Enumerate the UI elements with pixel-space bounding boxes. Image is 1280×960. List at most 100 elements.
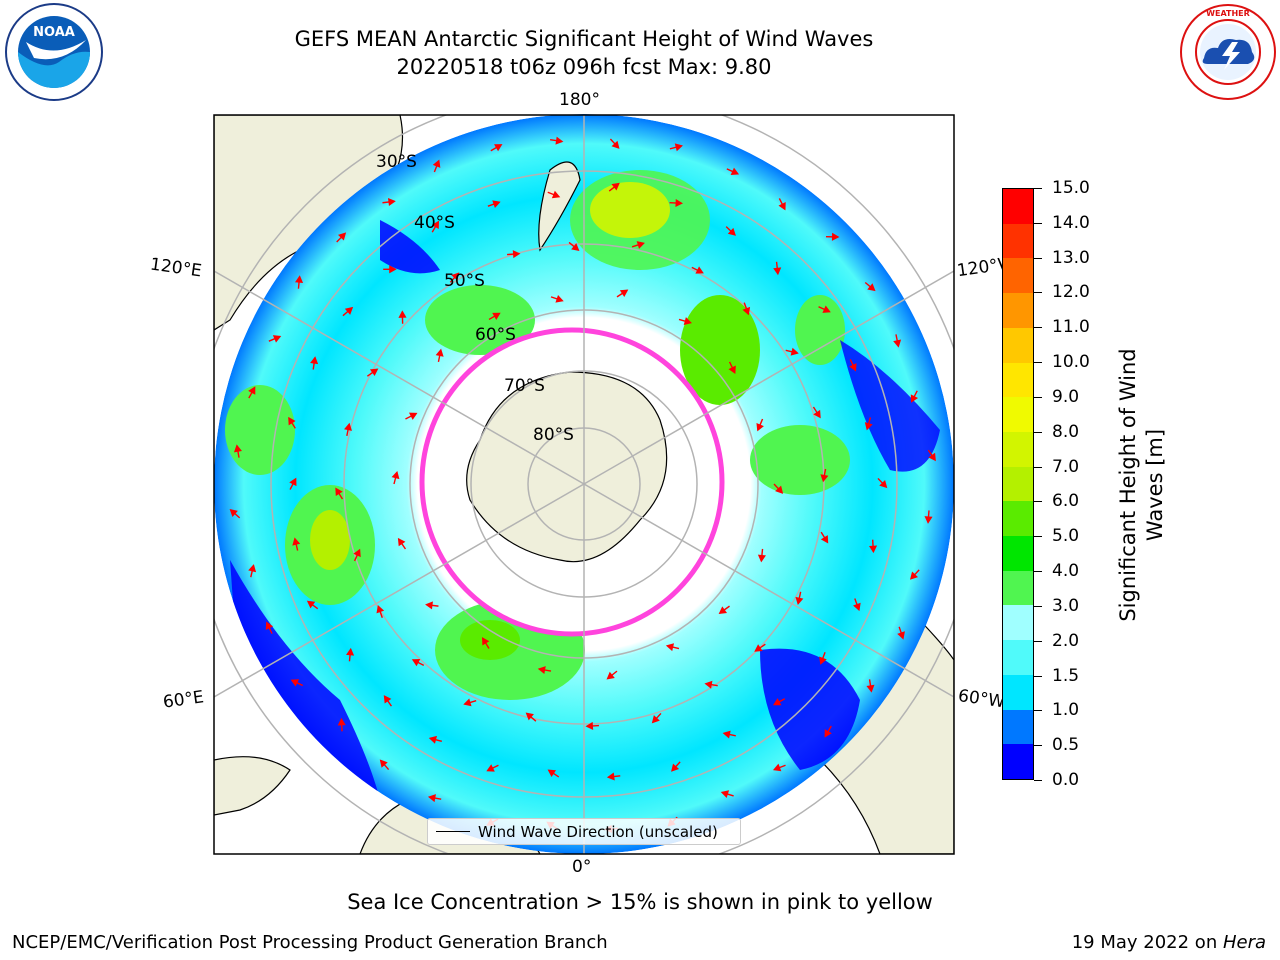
wave-direction-arrowhead — [463, 698, 472, 707]
colorbar-tick — [1034, 396, 1042, 398]
wave-direction-arrowhead — [778, 201, 786, 211]
colorbar-segment — [1003, 223, 1033, 259]
wave-direction-arrowhead — [525, 712, 534, 721]
footer-date-text: 19 May 2022 on — [1071, 932, 1223, 953]
wave-direction-arrowhead — [408, 412, 418, 420]
colorbar-tick — [1034, 501, 1042, 503]
colorbar-segment — [1003, 501, 1033, 537]
colorbar-segment — [1003, 605, 1033, 641]
wave-direction-arrowhead — [435, 348, 444, 357]
wave-direction-arrowhead — [492, 312, 501, 320]
wave-direction-arrowhead — [229, 508, 238, 517]
colorbar-tick-label: 15.0 — [1052, 178, 1090, 198]
wave-direction-arrowhead — [671, 763, 680, 772]
lon-label-bottom: 0° — [572, 857, 592, 877]
colorbar-tick — [1034, 675, 1042, 677]
wave-direction-arrowhead — [310, 356, 319, 365]
colorbar-tick — [1034, 431, 1042, 433]
wave-direction-arrowhead — [730, 167, 740, 176]
wave-direction-arrowhead — [411, 658, 421, 667]
wave-direction-arrowhead — [727, 227, 736, 236]
wave-direction-arrowhead — [868, 545, 878, 554]
wave-direction-arrowhead — [820, 535, 829, 544]
wave-direction-arrowhead — [338, 232, 347, 241]
wave-direction-arrowhead — [292, 537, 301, 546]
legend-label: Wind Wave Direction (unscaled) — [478, 822, 718, 841]
colorbar-segment — [1003, 189, 1033, 224]
wave-direction-arrowhead — [775, 485, 784, 494]
wave-direction-arrowhead — [754, 644, 763, 652]
wave-direction-arrowhead — [376, 605, 385, 614]
wave-direction-arrowhead — [665, 643, 675, 652]
wave-direction-arrowhead — [451, 272, 460, 281]
colorbar-tick — [1034, 257, 1042, 259]
colorbar-tick-label: 4.0 — [1052, 561, 1080, 582]
wave-direction-arrowhead — [611, 140, 620, 149]
wave-direction-arrowhead — [288, 416, 296, 426]
lat-label-80s: 80°S — [533, 425, 574, 445]
wave-direction-arrowhead — [819, 656, 827, 665]
colorbar-tick — [1034, 780, 1042, 781]
colorbar-segment — [1003, 536, 1033, 571]
colorbar-tick — [1034, 466, 1042, 468]
wave-direction-arrowhead — [675, 198, 684, 208]
wave-direction-arrowhead — [432, 159, 441, 168]
wave-direction-arrowhead — [233, 444, 242, 453]
lat-label-50s: 50°S — [444, 271, 485, 291]
colorbar-tick — [1034, 536, 1042, 538]
wave-direction-arrowhead — [391, 470, 400, 480]
colorbar-tick — [1034, 745, 1042, 747]
wave-direction-arrowhead — [547, 769, 557, 777]
wave-direction-arrowhead — [864, 422, 873, 431]
noaa-logo-text: NOAA — [33, 25, 75, 40]
wave-direction-arrowhead — [585, 721, 594, 730]
colorbar-segment — [1003, 362, 1033, 398]
wave-direction-arrowhead — [718, 606, 728, 614]
colorbar-segment — [1003, 466, 1033, 502]
colorbar-tick-label: 6.0 — [1052, 491, 1080, 512]
wave-direction-arrowhead — [636, 241, 645, 249]
colorbar-tick — [1034, 222, 1042, 224]
lat-label-60s: 60°S — [475, 325, 516, 345]
wave-direction-arrowhead — [795, 596, 804, 605]
wave-direction-arrowhead — [369, 368, 379, 377]
nws-logo: WEATHER — [1180, 4, 1276, 100]
wave-direction-arrowhead — [824, 729, 832, 738]
colorbar-tick-label: 2.0 — [1052, 630, 1080, 651]
colorbar-tick — [1034, 571, 1042, 573]
legend-line-icon — [436, 831, 470, 832]
wave-direction-arrowhead — [909, 571, 919, 580]
wave-direction-arrowhead — [683, 317, 692, 325]
colorbar-tick-label: 0.5 — [1052, 735, 1080, 756]
wave-direction-arrowhead — [481, 637, 490, 646]
wave-direction-arrowhead — [928, 452, 936, 462]
wave-direction-arrowhead — [924, 516, 933, 524]
colorbar-tick-label: 7.0 — [1052, 456, 1080, 477]
wave-direction-arrowhead — [773, 267, 782, 276]
colorbar-segment — [1003, 258, 1033, 294]
colorbar-tick-label: 11.0 — [1052, 317, 1090, 338]
wave-direction-arrowhead — [492, 200, 501, 209]
wave-direction-arrowhead — [379, 759, 388, 768]
wave-direction-arrowhead — [387, 197, 396, 207]
wave-direction-arrowhead — [831, 232, 840, 241]
wave-direction-arrowhead — [346, 647, 355, 656]
wave-direction-arrowhead — [619, 289, 629, 298]
footer-date: 19 May 2022 on Hera — [1072, 932, 1266, 953]
footer-machine: Hera — [1222, 932, 1266, 953]
colorbar-tick — [1034, 188, 1042, 189]
wave-direction-arrowhead — [867, 283, 876, 292]
wave-direction-arrowhead — [772, 763, 782, 772]
wave-direction-arrowhead — [757, 554, 766, 563]
lon-label-top: 180° — [559, 90, 600, 110]
colorbar-segment — [1003, 397, 1033, 432]
wave-direction-arrowhead — [425, 601, 433, 610]
map-legend: Wind Wave Direction (unscaled) — [427, 818, 741, 845]
wave-direction-arrowhead — [822, 305, 831, 313]
wave-direction-arrowhead — [289, 477, 297, 487]
colorbar — [1002, 188, 1034, 780]
footer-branch: NCEP/EMC/Verification Post Processing Pr… — [12, 932, 608, 953]
colorbar-tick — [1034, 327, 1042, 329]
colorbar-tick-label: 8.0 — [1052, 421, 1080, 442]
